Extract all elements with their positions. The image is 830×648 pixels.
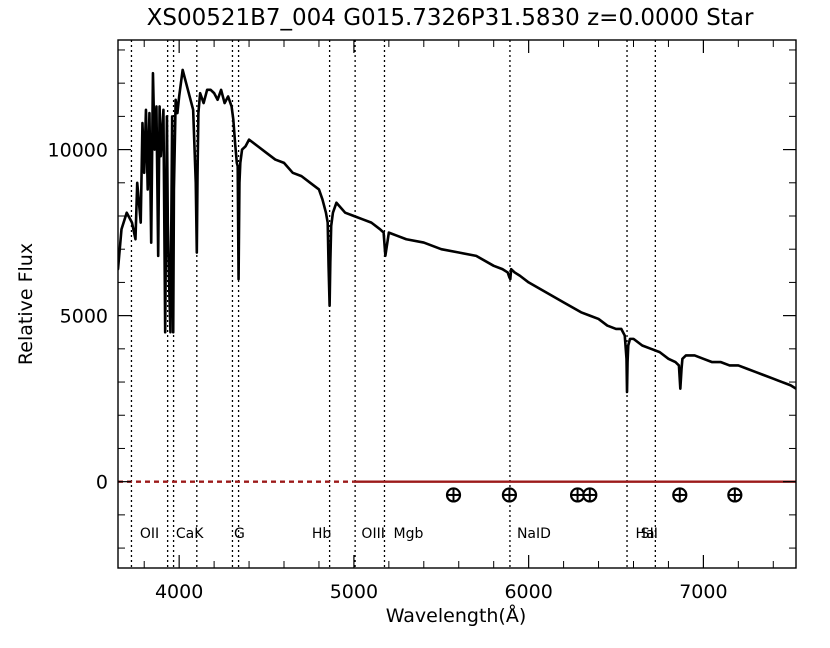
spectral-line-label-hb: Hb: [312, 526, 332, 542]
x-tick-label-7000: 7000: [679, 581, 727, 603]
telluric-marker-3: [569, 487, 586, 503]
telluric-marker-4: [582, 487, 598, 503]
axis-layer: 4000 5000 6000 7000 0 5000 10000: [48, 39, 797, 603]
telluric-marker-1: [445, 487, 462, 503]
y-tick-label-10000: 10000: [48, 140, 108, 162]
telluric-marker-6: [727, 487, 743, 503]
x-tick-label-4000: 4000: [155, 581, 203, 603]
x-tick-label-6000: 6000: [504, 581, 552, 603]
spectral-line-label-cak: CaK: [176, 526, 204, 542]
x-axis-label: Wavelength(Å): [386, 604, 527, 627]
spectral-line-label-g: G: [234, 526, 245, 542]
spectral-line-label-oiii: OIII: [361, 526, 384, 542]
spectral-line-label-sii: SII: [641, 526, 658, 542]
plot-frame: [117, 39, 797, 569]
spectral-line-label-mgb: Mgb: [394, 526, 424, 542]
y-axis-label: Relative Flux: [15, 243, 37, 365]
y-tick-label-5000: 5000: [60, 306, 108, 328]
telluric-marker-2: [501, 487, 518, 503]
spectrum-line: [118, 68, 796, 394]
chart-title: XS00521B7_004 G015.7326P31.5830 z=0.0000…: [147, 5, 754, 31]
spectral-line-label-oii: OII: [140, 526, 159, 542]
x-tick-label-5000: 5000: [330, 581, 378, 603]
y-tick-label-0: 0: [96, 472, 108, 494]
spectral-line-label-ha: Ha: [635, 526, 654, 542]
telluric-marker-5: [672, 487, 688, 503]
clipped-plot-layer: [118, 40, 796, 568]
spectral-line-label-naid: NaID: [517, 526, 551, 542]
